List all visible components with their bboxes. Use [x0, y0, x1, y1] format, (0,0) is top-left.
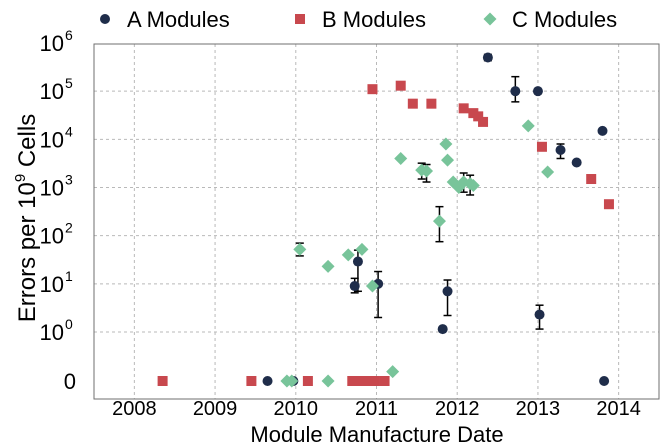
point-c-modules: [394, 152, 408, 166]
point-b-modules: [367, 84, 378, 95]
plot-frame: [93, 43, 660, 400]
point-a-modules: [571, 157, 582, 168]
y-tick-label: 10: [40, 127, 64, 152]
legend-label: B Modules: [322, 7, 426, 32]
point-c-modules: [321, 259, 335, 273]
point-c-modules: [432, 214, 446, 228]
point-c-modules: [541, 165, 555, 179]
y-tick-exponent: 4: [65, 123, 73, 139]
error-bars: [295, 53, 565, 330]
legend-item-b-modules: B Modules: [295, 7, 426, 32]
point-c-modules: [521, 119, 535, 133]
point-b-modules: [347, 376, 358, 386]
point-c-modules: [321, 374, 335, 388]
point-b-modules: [536, 141, 547, 152]
point-c-modules: [293, 242, 307, 256]
point-b-modules: [478, 116, 489, 127]
legend-marker: [483, 12, 497, 26]
x-tick-label: 2008: [112, 398, 157, 420]
data-points: [157, 52, 614, 388]
y-tick-exponent: 5: [65, 75, 73, 91]
y-tick-exponent: 6: [65, 27, 73, 43]
point-a-modules: [555, 145, 566, 156]
point-a-modules: [532, 86, 543, 97]
point-a-modules: [442, 286, 453, 297]
point-b-modules: [246, 376, 257, 386]
legend-item-a-modules: A Modules: [100, 7, 230, 32]
x-tick-label: 2012: [435, 398, 480, 420]
x-tick-label: 2010: [274, 398, 319, 420]
point-c-modules: [466, 179, 480, 193]
point-b-modules: [157, 376, 168, 386]
x-axis-label: Module Manufacture Date: [250, 422, 503, 445]
point-c-modules: [439, 137, 453, 151]
x-tick-label: 2013: [516, 398, 561, 420]
point-c-modules: [341, 248, 355, 262]
point-c-modules: [420, 164, 434, 178]
point-b-modules: [369, 376, 380, 386]
legend-label: C Modules: [512, 7, 617, 32]
point-a-modules: [510, 86, 521, 97]
point-b-modules: [426, 98, 437, 109]
y-tick-exponent: 2: [65, 220, 73, 236]
point-b-modules: [407, 98, 418, 109]
point-c-modules: [441, 153, 455, 167]
point-b-modules: [473, 111, 484, 122]
y-tick-exponent: 1: [65, 268, 73, 284]
legend-item-c-modules: C Modules: [483, 7, 617, 32]
y-tick-label: 10: [40, 320, 64, 345]
y-tick-label: 10: [40, 224, 64, 249]
x-axis: 2008 2009 2010 2011 2012 2013 2014: [112, 398, 641, 420]
point-c-modules: [285, 374, 299, 388]
point-a-modules: [262, 376, 273, 386]
y-tick-label: 10: [40, 272, 64, 297]
point-c-modules: [386, 365, 400, 379]
x-tick-label: 2009: [193, 398, 238, 420]
point-b-modules: [379, 376, 390, 386]
y-tick-label: 10: [40, 31, 64, 56]
y-axis-label: Errors per 109 Cells: [12, 114, 41, 322]
point-a-modules: [599, 376, 610, 386]
point-a-modules: [352, 256, 363, 267]
legend: A Modules B Modules C Modules: [100, 7, 617, 32]
grid: [94, 44, 659, 399]
x-tick-label: 2011: [355, 398, 398, 420]
point-c-modules: [365, 279, 379, 293]
point-a-modules: [349, 281, 360, 292]
point-b-modules: [360, 376, 371, 386]
point-b-modules: [586, 174, 597, 185]
point-a-modules: [534, 309, 545, 320]
point-b-modules: [302, 376, 313, 386]
legend-marker: [100, 14, 110, 24]
point-b-modules: [458, 103, 469, 114]
y-tick-label: 0: [64, 369, 76, 394]
y-tick-exponent: 3: [65, 172, 73, 188]
point-b-modules: [353, 376, 364, 386]
point-c-modules: [355, 242, 369, 256]
point-b-modules: [395, 80, 406, 91]
legend-label: A Modules: [127, 7, 230, 32]
y-tick-exponent: 0: [65, 316, 73, 332]
point-b-modules: [603, 199, 614, 210]
point-a-modules: [597, 125, 608, 136]
legend-marker: [295, 14, 305, 24]
x-tick-label: 2014: [596, 398, 641, 420]
point-a-modules: [437, 324, 448, 335]
point-a-modules: [482, 52, 493, 63]
y-tick-label: 10: [40, 176, 64, 201]
y-tick-label: 10: [40, 79, 64, 104]
